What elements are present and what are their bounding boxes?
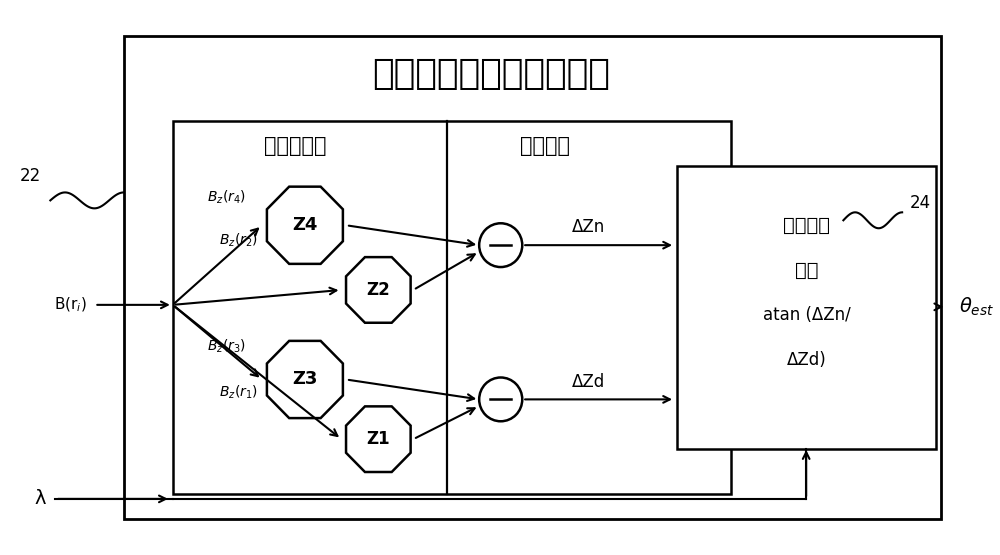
Ellipse shape: [479, 377, 522, 421]
Text: $B_z(r_3)$: $B_z(r_3)$: [207, 338, 246, 355]
Text: λ: λ: [35, 490, 46, 508]
Text: Z3: Z3: [292, 371, 318, 388]
Text: atan (ΔZn/: atan (ΔZn/: [763, 306, 851, 324]
Text: Z1: Z1: [367, 430, 390, 448]
Text: 角度计算: 角度计算: [783, 216, 830, 235]
Text: $\theta_{est}$: $\theta_{est}$: [959, 296, 994, 318]
Polygon shape: [267, 341, 343, 418]
Text: 24: 24: [910, 194, 931, 213]
Text: $B_z(r_1)$: $B_z(r_1)$: [219, 384, 258, 401]
Text: 信号处理: 信号处理: [520, 135, 570, 155]
Text: Z4: Z4: [292, 216, 318, 234]
Text: ΔZd): ΔZd): [787, 351, 827, 369]
Text: ΔZn: ΔZn: [572, 218, 605, 236]
Text: ΔZd: ΔZd: [572, 374, 605, 391]
Bar: [124, 36, 941, 519]
Text: 杂散场可靠的角度传感器: 杂散场可靠的角度传感器: [372, 57, 610, 91]
Polygon shape: [346, 406, 411, 472]
Bar: [677, 165, 936, 449]
Text: $B_z(r_2)$: $B_z(r_2)$: [219, 231, 258, 249]
Text: B(r$_i$): B(r$_i$): [54, 296, 86, 314]
Polygon shape: [346, 257, 411, 323]
Bar: [173, 121, 731, 494]
Text: 传感器前端: 传感器前端: [264, 135, 326, 155]
Text: Z2: Z2: [366, 281, 390, 299]
Polygon shape: [267, 186, 343, 264]
Ellipse shape: [479, 223, 522, 267]
Text: $B_z(r_4)$: $B_z(r_4)$: [207, 189, 246, 206]
Text: 22: 22: [20, 166, 41, 184]
Text: 例如: 例如: [795, 260, 818, 280]
